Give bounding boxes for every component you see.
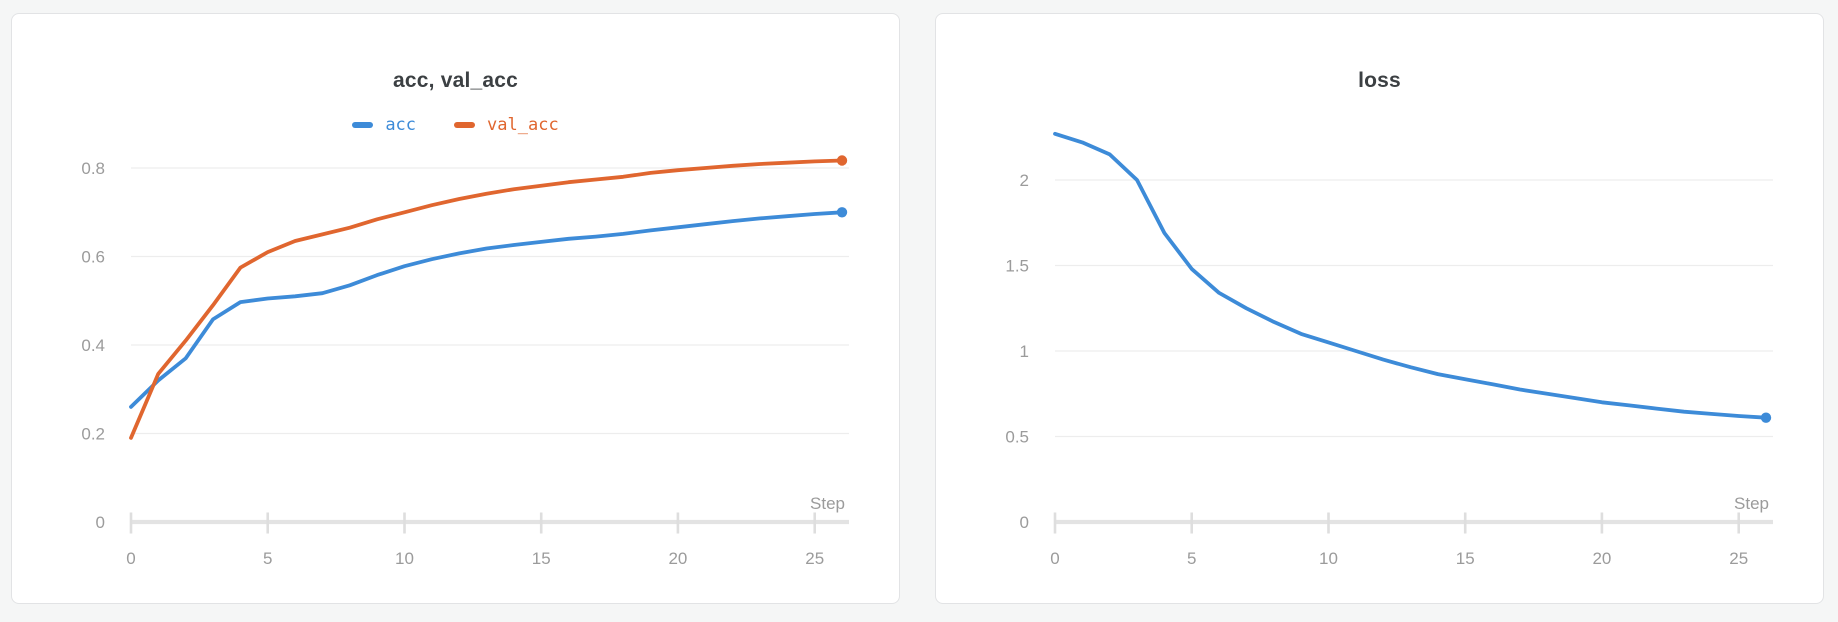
acc-val-acc-chart[interactable]: 0 0.2 0.4 0.6 0.8 0 5 10 15 20 25 Step <box>12 14 898 602</box>
svg-text:0: 0 <box>96 513 105 532</box>
svg-text:1: 1 <box>1020 342 1029 361</box>
svg-text:15: 15 <box>1456 549 1475 568</box>
svg-text:0: 0 <box>1050 549 1059 568</box>
svg-text:0.6: 0.6 <box>81 248 105 267</box>
legend-label-val-acc: val_acc <box>487 115 559 135</box>
panel-acc-val-acc: acc, val_acc acc val_acc 0 0.2 0.4 0.6 0.8 0 5… <box>11 13 900 604</box>
svg-text:25: 25 <box>1729 549 1748 568</box>
svg-text:0.2: 0.2 <box>81 425 105 444</box>
svg-text:15: 15 <box>532 549 551 568</box>
legend: acc val_acc <box>12 115 899 135</box>
svg-text:Step: Step <box>810 494 845 513</box>
legend-item-val-acc[interactable]: val_acc <box>454 115 559 135</box>
legend-label-acc: acc <box>385 115 417 135</box>
svg-text:10: 10 <box>395 549 414 568</box>
svg-text:5: 5 <box>1187 549 1196 568</box>
legend-swatch-val-acc-icon <box>454 122 476 128</box>
svg-text:10: 10 <box>1319 549 1338 568</box>
svg-text:20: 20 <box>668 549 687 568</box>
svg-text:Step: Step <box>1734 494 1769 513</box>
legend-swatch-acc-icon <box>352 122 374 128</box>
svg-text:2: 2 <box>1020 171 1029 190</box>
svg-text:0.4: 0.4 <box>81 336 105 355</box>
chart-title-loss: loss <box>1358 69 1401 92</box>
panel-loss: loss 0 0.5 1 1.5 2 0 5 10 15 20 25 Step <box>935 13 1824 604</box>
svg-text:0.8: 0.8 <box>81 159 105 178</box>
svg-text:25: 25 <box>805 549 824 568</box>
svg-text:20: 20 <box>1592 549 1611 568</box>
svg-text:5: 5 <box>263 549 272 568</box>
chart-title-acc-val-acc: acc, val_acc <box>392 69 519 92</box>
svg-text:0.5: 0.5 <box>1005 428 1029 447</box>
legend-item-acc[interactable]: acc <box>352 115 416 135</box>
svg-text:0: 0 <box>1020 513 1029 532</box>
svg-text:1.5: 1.5 <box>1005 257 1029 276</box>
svg-text:0: 0 <box>126 549 135 568</box>
